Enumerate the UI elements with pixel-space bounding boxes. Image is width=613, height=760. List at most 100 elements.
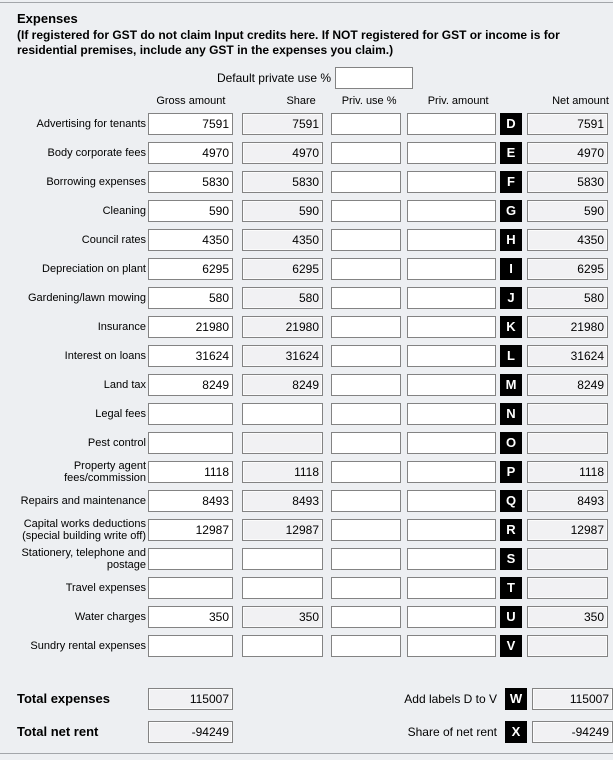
share-field — [242, 344, 323, 367]
priv-amount-input[interactable] — [407, 170, 496, 193]
priv-amount-input[interactable] — [407, 547, 496, 570]
gross-input[interactable] — [148, 286, 233, 309]
row-label: Depreciation on plant — [42, 262, 146, 275]
default-private-use-input[interactable] — [335, 67, 413, 89]
priv-use-input[interactable] — [331, 170, 401, 193]
gross-input[interactable] — [148, 344, 233, 367]
gross-input[interactable] — [148, 402, 233, 425]
column-header-net: Net amount — [552, 95, 609, 107]
priv-amount-input[interactable] — [407, 344, 496, 367]
net-field — [527, 315, 608, 338]
net-field — [527, 170, 608, 193]
priv-amount-input[interactable] — [407, 634, 496, 657]
row-label: Body corporate fees — [47, 146, 146, 159]
expense-row: Legal fees N — [0, 399, 613, 428]
column-header-priv-amount: Priv. amount — [427, 95, 489, 107]
net-field — [527, 605, 608, 628]
letter-badge: G — [500, 199, 522, 222]
row-label: Capital works deductions (special buildi… — [22, 517, 146, 542]
row-label: Repairs and maintenance — [20, 494, 146, 507]
gross-input[interactable] — [148, 605, 233, 628]
share-field — [242, 286, 323, 309]
priv-amount-input[interactable] — [407, 286, 496, 309]
priv-use-input[interactable] — [331, 286, 401, 309]
priv-amount-input[interactable] — [407, 315, 496, 338]
expense-row: Council rates H — [0, 225, 613, 254]
gross-input[interactable] — [148, 373, 233, 396]
gross-input[interactable] — [148, 634, 233, 657]
gross-input[interactable] — [148, 257, 233, 280]
gross-input[interactable] — [148, 489, 233, 512]
share-field — [242, 199, 323, 222]
priv-use-input[interactable] — [331, 199, 401, 222]
priv-amount-input[interactable] — [407, 460, 496, 483]
gross-input[interactable] — [148, 170, 233, 193]
gross-input[interactable] — [148, 431, 233, 454]
expense-row: Capital works deductions (special buildi… — [0, 515, 613, 544]
column-header-priv-use: Priv. use % — [341, 95, 397, 107]
priv-amount-input[interactable] — [407, 431, 496, 454]
priv-use-input[interactable] — [331, 605, 401, 628]
gross-input[interactable] — [148, 576, 233, 599]
total-expenses-label: Total expenses — [17, 691, 110, 706]
total-net-rent-label: Total net rent — [17, 724, 99, 739]
priv-amount-input[interactable] — [407, 228, 496, 251]
gross-input[interactable] — [148, 199, 233, 222]
priv-use-input[interactable] — [331, 431, 401, 454]
gross-input[interactable] — [148, 141, 233, 164]
share-field — [242, 315, 323, 338]
priv-amount-input[interactable] — [407, 489, 496, 512]
priv-use-input[interactable] — [331, 576, 401, 599]
priv-amount-input[interactable] — [407, 605, 496, 628]
priv-use-input[interactable] — [331, 344, 401, 367]
gross-input[interactable] — [148, 547, 233, 570]
expense-row: Borrowing expenses F — [0, 167, 613, 196]
expense-row: Land tax M — [0, 370, 613, 399]
priv-use-input[interactable] — [331, 489, 401, 512]
letter-badge: I — [500, 257, 522, 280]
priv-amount-input[interactable] — [407, 141, 496, 164]
expense-row: Travel expenses T — [0, 573, 613, 602]
priv-amount-input[interactable] — [407, 402, 496, 425]
share-field[interactable] — [242, 634, 323, 657]
gross-input[interactable] — [148, 315, 233, 338]
priv-use-input[interactable] — [331, 402, 401, 425]
expense-row: Insurance K — [0, 312, 613, 341]
share-field[interactable] — [242, 402, 323, 425]
priv-use-input[interactable] — [331, 228, 401, 251]
priv-use-input[interactable] — [331, 141, 401, 164]
letter-badge: E — [500, 141, 522, 164]
priv-use-input[interactable] — [331, 634, 401, 657]
priv-use-input[interactable] — [331, 373, 401, 396]
net-field — [527, 257, 608, 280]
net-field — [527, 431, 608, 454]
priv-amount-input[interactable] — [407, 576, 496, 599]
letter-badge: Q — [500, 489, 522, 512]
priv-use-input[interactable] — [331, 547, 401, 570]
expense-row: Pest control O — [0, 428, 613, 457]
priv-amount-input[interactable] — [407, 373, 496, 396]
share-field[interactable] — [242, 547, 323, 570]
share-field[interactable] — [242, 576, 323, 599]
priv-use-input[interactable] — [331, 518, 401, 541]
gross-input[interactable] — [148, 112, 233, 135]
expense-row: Repairs and maintenance Q — [0, 486, 613, 515]
priv-amount-input[interactable] — [407, 112, 496, 135]
priv-amount-input[interactable] — [407, 199, 496, 222]
priv-use-input[interactable] — [331, 112, 401, 135]
row-label: Property agent fees/commission — [64, 459, 146, 484]
priv-use-input[interactable] — [331, 257, 401, 280]
gross-input[interactable] — [148, 460, 233, 483]
priv-use-input[interactable] — [331, 315, 401, 338]
gross-input[interactable] — [148, 228, 233, 251]
gross-input[interactable] — [148, 518, 233, 541]
expense-row: Depreciation on plant I — [0, 254, 613, 283]
priv-amount-input[interactable] — [407, 518, 496, 541]
priv-use-input[interactable] — [331, 460, 401, 483]
expense-row: Sundry rental expenses V — [0, 631, 613, 660]
share-field — [242, 112, 323, 135]
share-of-net-rent-label: Share of net rent — [407, 724, 497, 739]
letter-badge: N — [500, 402, 522, 425]
priv-amount-input[interactable] — [407, 257, 496, 280]
